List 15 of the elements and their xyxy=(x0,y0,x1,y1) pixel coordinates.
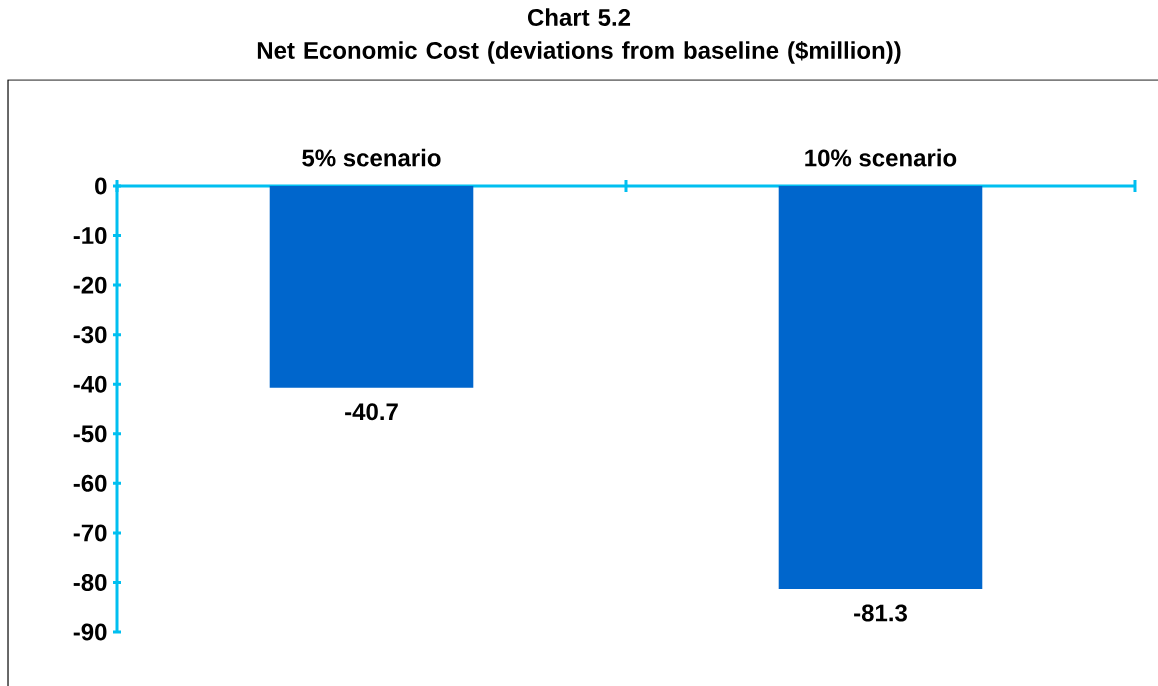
data-label: -40.7 xyxy=(345,403,398,421)
y-tick-label: -70 xyxy=(73,524,107,542)
y-tick-label: -30 xyxy=(73,326,107,344)
y-tick-label: -90 xyxy=(73,623,107,641)
y-tick-label: -20 xyxy=(73,276,107,294)
y-tick-label: -80 xyxy=(73,573,107,591)
x-tick-label: 10% scenario xyxy=(805,148,957,167)
y-tick-label: -40 xyxy=(73,375,107,393)
y-tick-label: -50 xyxy=(73,425,107,443)
y-tick-label: -10 xyxy=(73,227,107,245)
y-tick-label: -60 xyxy=(73,474,107,492)
y-tick-label: 0 xyxy=(95,177,107,195)
chart-title: Chart 5.2 Net Economic Cost (deviations from baseline ($million)) xyxy=(257,8,901,64)
data-label: -81.3 xyxy=(854,604,907,622)
x-tick-label: 5% scenario xyxy=(302,148,441,167)
